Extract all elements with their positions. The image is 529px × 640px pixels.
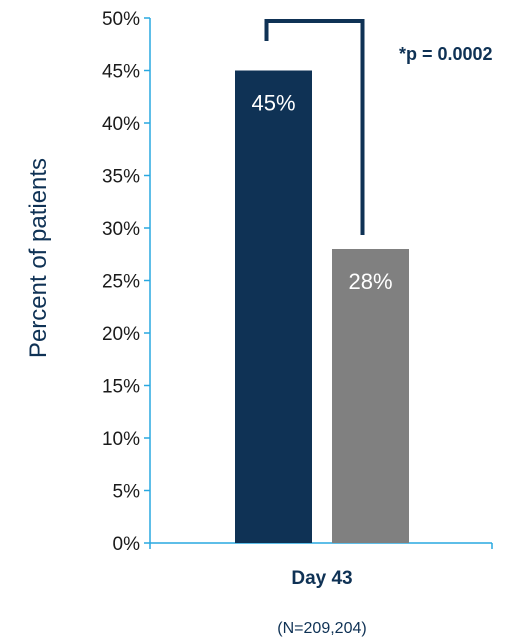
bar-data-label: 28% xyxy=(348,269,392,294)
sample-size-note: (N=209,204) xyxy=(277,620,366,637)
p-value-annotation: *p = 0.0002 xyxy=(399,44,493,64)
y-tick-label: 25% xyxy=(102,272,140,293)
y-tick-label: 10% xyxy=(102,429,140,450)
y-tick-label: 30% xyxy=(102,219,140,240)
y-tick-label: 0% xyxy=(113,534,141,555)
bar xyxy=(235,70,312,543)
significance-bracket xyxy=(264,19,365,235)
x-axis xyxy=(149,542,493,549)
bar xyxy=(332,249,409,543)
y-tick-label: 50% xyxy=(102,9,140,30)
y-tick-label: 45% xyxy=(102,62,140,83)
y-tick-label: 5% xyxy=(113,482,141,503)
x-category-label: Day 43 xyxy=(291,568,352,589)
y-tick-label: 20% xyxy=(102,324,140,345)
y-axis-label: Percent of patients xyxy=(25,158,52,358)
bars: 45% 28% xyxy=(235,70,409,543)
y-axis: 0% 5% 10% 15% 20% 25% 30% 35% 40% 45% 50% xyxy=(102,9,151,555)
bar-data-label: 45% xyxy=(251,91,295,116)
y-tick-label: 40% xyxy=(102,114,140,135)
bracket-line xyxy=(264,19,365,235)
y-tick-label: 15% xyxy=(102,377,140,398)
y-tick-label: 35% xyxy=(102,167,140,188)
